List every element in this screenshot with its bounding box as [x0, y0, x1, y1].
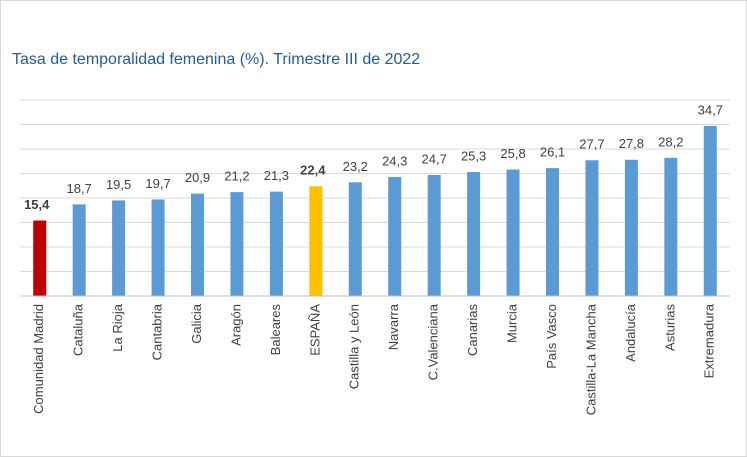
data-label: 24,7	[422, 151, 447, 166]
x-tick-label: Comunidad Madrid	[31, 304, 46, 414]
data-label: 24,3	[382, 153, 407, 168]
x-tick-label: ESPAÑA	[307, 304, 322, 356]
bar	[664, 157, 678, 296]
bar	[624, 159, 638, 296]
data-label: 21,2	[224, 169, 249, 184]
data-label: 27,7	[579, 137, 604, 152]
x-tick-label: Canarias	[465, 304, 480, 357]
bar	[33, 220, 47, 296]
data-label: 15,4	[24, 197, 50, 212]
x-tick-label: Navarra	[386, 303, 401, 350]
x-tick-label: Extremadura	[702, 303, 717, 378]
x-tick-label: Aragón	[228, 304, 243, 346]
bar	[309, 186, 323, 296]
data-label: 25,8	[500, 146, 525, 161]
x-tick-label: Murcia	[504, 303, 519, 343]
x-tick-label: País Vasco	[544, 304, 559, 369]
bar	[269, 191, 283, 296]
data-label: 19,7	[145, 176, 170, 191]
bar	[112, 200, 126, 296]
data-label: 23,2	[343, 159, 368, 174]
data-label: 28,2	[658, 134, 683, 149]
bar	[72, 204, 86, 296]
x-tick-label: Cataluña	[71, 303, 86, 356]
data-label: 22,4	[300, 163, 326, 178]
x-tick-label: C.Valenciana	[426, 303, 441, 380]
x-tick-label: Baleares	[268, 304, 283, 356]
bar	[427, 174, 441, 296]
data-label: 19,5	[106, 177, 131, 192]
x-tick-label: Andalucía	[623, 303, 638, 362]
x-tick-label: Cantabria	[149, 303, 164, 360]
x-tick-label: Castilla y León	[347, 304, 362, 389]
data-label: 27,8	[619, 136, 644, 151]
data-label: 20,9	[185, 170, 210, 185]
x-tick-label: La Rioja	[110, 303, 125, 351]
x-tick-label: Asturias	[662, 304, 677, 351]
bar	[506, 169, 520, 296]
bar	[388, 176, 402, 296]
chart-title: Tasa de temporalidad femenina (%). Trime…	[12, 51, 420, 68]
bar	[230, 192, 244, 296]
bar	[546, 168, 559, 296]
bar	[585, 160, 599, 296]
bar	[151, 199, 165, 296]
data-label: 26,1	[540, 145, 565, 160]
x-tick-label: Galicia	[189, 303, 204, 344]
data-label: 34,7	[698, 102, 723, 117]
data-label: 18,7	[67, 181, 92, 196]
data-label: 25,3	[461, 148, 486, 163]
x-tick-label: Castilla-La Mancha	[583, 303, 598, 415]
bar	[703, 125, 717, 296]
bar	[467, 172, 481, 296]
bar	[191, 193, 204, 296]
bar	[348, 182, 362, 296]
data-label: 21,3	[264, 168, 289, 183]
